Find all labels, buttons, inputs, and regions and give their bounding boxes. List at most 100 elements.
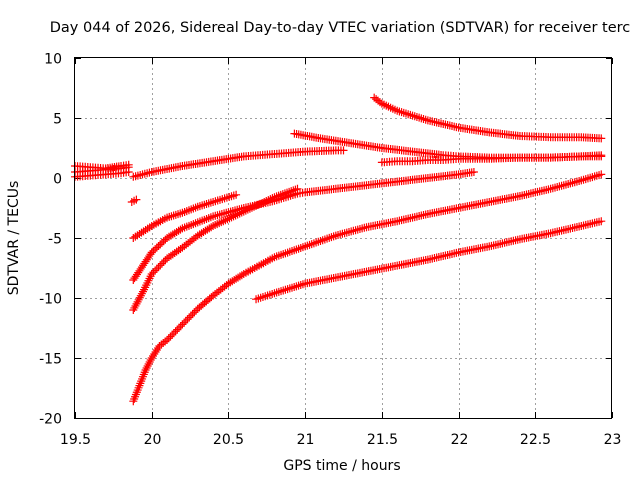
data-point <box>137 228 146 237</box>
data-point <box>181 316 190 325</box>
data-point <box>262 197 271 206</box>
data-point <box>292 282 301 291</box>
data-point <box>166 332 175 341</box>
data-point <box>130 303 139 312</box>
data-point <box>268 194 277 203</box>
data-point <box>221 216 230 225</box>
data-point <box>285 284 294 293</box>
data-point <box>256 199 265 208</box>
data-point <box>142 364 151 372</box>
data-point <box>133 297 142 306</box>
y-tick-label: -10 <box>39 292 62 308</box>
data-point <box>399 108 408 117</box>
data-point <box>156 261 165 270</box>
x-tick-label: 22.5 <box>520 432 551 448</box>
data-point <box>274 287 283 296</box>
chart-title: Day 044 of 2026, Sidereal Day-to-day VTE… <box>50 20 631 36</box>
data-point <box>174 323 183 332</box>
data-point <box>124 160 133 169</box>
y-tick-label: -5 <box>48 232 62 248</box>
data-point <box>272 288 281 297</box>
data-point <box>206 198 215 207</box>
data-point <box>132 299 141 308</box>
data-point <box>412 112 421 121</box>
data-point <box>294 281 303 290</box>
data-point <box>202 200 211 209</box>
data-point <box>163 336 172 344</box>
data-point <box>417 114 426 123</box>
data-point <box>135 230 144 238</box>
x-tick-label: 19.5 <box>60 432 91 448</box>
y-tick-label: 5 <box>53 112 62 128</box>
data-point <box>145 358 154 366</box>
data-point <box>296 280 305 289</box>
data-point <box>247 203 256 212</box>
data-point <box>223 215 232 224</box>
data-point <box>157 259 166 268</box>
data-point <box>188 310 197 318</box>
data-point <box>141 226 150 234</box>
plot-frame <box>74 57 612 419</box>
y-axis-label: SDTVAR / TECUs <box>6 181 22 296</box>
data-point <box>290 283 299 292</box>
data-point <box>227 213 236 222</box>
data-point <box>152 264 161 273</box>
data-point <box>164 334 173 343</box>
data-point <box>419 115 428 124</box>
data-point <box>219 217 228 226</box>
data-point <box>136 291 145 300</box>
data-point <box>180 318 189 327</box>
y-tick-label: -15 <box>39 352 62 368</box>
data-point <box>137 289 146 298</box>
data-point <box>252 201 261 210</box>
data-point <box>264 196 273 205</box>
data-point <box>293 184 302 193</box>
data-point <box>171 210 180 219</box>
data-point <box>406 110 415 119</box>
x-tick-label: 21 <box>297 432 315 448</box>
data-point <box>232 190 241 199</box>
data-point <box>237 208 246 217</box>
data-point <box>245 204 254 213</box>
x-tick-label: 20 <box>144 432 162 448</box>
data-point <box>258 198 267 207</box>
data-point <box>243 205 252 214</box>
data-point <box>143 362 152 370</box>
x-tick-label: 22 <box>451 432 469 448</box>
data-point <box>469 168 478 176</box>
data-point <box>410 112 419 121</box>
data-point <box>169 329 178 338</box>
data-point <box>134 295 143 304</box>
data-point <box>168 330 177 339</box>
data-point <box>131 232 140 241</box>
y-tick-label: 0 <box>53 172 62 188</box>
y-tick-label: 10 <box>44 52 62 68</box>
data-point <box>250 202 258 211</box>
data-point <box>204 199 213 208</box>
data-point <box>144 360 153 368</box>
data-point <box>213 220 222 229</box>
data-point <box>185 313 194 322</box>
data-point <box>151 266 160 275</box>
data-point <box>233 210 242 219</box>
data-point <box>129 306 138 314</box>
x-tick-label: 21.5 <box>367 432 398 448</box>
data-point <box>401 109 410 118</box>
data-point <box>404 110 413 119</box>
data-point <box>229 212 238 221</box>
data-point <box>178 320 187 329</box>
data-point <box>281 285 290 294</box>
data-point <box>211 221 220 230</box>
data-point <box>143 224 152 233</box>
data-point <box>597 151 606 160</box>
data-point <box>375 98 384 107</box>
x-tick-label: 23 <box>604 432 622 448</box>
data-point <box>217 218 226 227</box>
data-point <box>239 207 248 216</box>
data-point <box>171 327 180 336</box>
data-point <box>283 285 292 294</box>
data-point <box>209 222 218 230</box>
data-point <box>254 200 263 209</box>
data-point <box>339 146 348 155</box>
data-point <box>200 200 209 209</box>
